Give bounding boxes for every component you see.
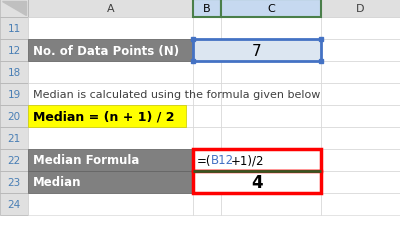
Bar — [193, 106, 221, 128]
Text: +1)/2: +1)/2 — [231, 154, 264, 167]
Bar — [193, 40, 321, 62]
Bar — [28, 128, 193, 149]
Bar — [221, 40, 321, 62]
Bar — [191, 38, 195, 42]
Bar — [221, 106, 321, 128]
Bar — [193, 0, 221, 18]
Bar — [221, 193, 321, 215]
Text: =(: =( — [197, 154, 212, 167]
Bar — [28, 40, 193, 62]
Bar — [0, 40, 28, 62]
Bar — [193, 193, 221, 215]
Bar — [28, 171, 193, 193]
Bar — [321, 106, 400, 128]
Text: 24: 24 — [7, 199, 21, 209]
Bar — [221, 0, 321, 18]
Bar — [0, 193, 28, 215]
Text: No. of Data Points (N): No. of Data Points (N) — [33, 44, 179, 57]
Bar — [28, 149, 193, 171]
Bar — [319, 38, 323, 42]
Bar — [321, 18, 400, 40]
Bar — [193, 40, 221, 62]
Text: 4: 4 — [251, 173, 263, 191]
Bar — [28, 193, 193, 215]
Text: Median Formula: Median Formula — [33, 154, 139, 167]
Bar — [0, 106, 28, 128]
Bar — [193, 149, 221, 171]
Text: C: C — [267, 4, 275, 14]
Bar — [319, 60, 323, 64]
Text: 23: 23 — [7, 177, 21, 187]
Bar — [191, 60, 195, 64]
Bar — [28, 171, 193, 193]
Text: B: B — [203, 4, 211, 14]
Text: A: A — [107, 4, 114, 14]
Bar — [28, 0, 193, 18]
Text: 18: 18 — [7, 68, 21, 78]
Text: B12: B12 — [211, 154, 234, 167]
Bar — [28, 62, 193, 84]
Text: 20: 20 — [8, 112, 20, 122]
Bar — [193, 84, 221, 106]
Bar — [28, 149, 193, 171]
Bar — [28, 18, 193, 40]
Bar — [28, 40, 193, 62]
Text: 12: 12 — [7, 46, 21, 56]
Bar — [321, 149, 400, 171]
Bar — [221, 149, 321, 171]
Bar — [0, 62, 28, 84]
Text: D: D — [356, 4, 365, 14]
Bar — [221, 171, 321, 193]
Bar — [321, 62, 400, 84]
Bar — [321, 0, 400, 18]
Bar — [321, 171, 400, 193]
Bar — [193, 62, 221, 84]
Bar — [28, 106, 186, 128]
Bar — [221, 18, 321, 40]
Bar — [0, 149, 28, 171]
Bar — [0, 171, 28, 193]
Bar — [321, 40, 400, 62]
Bar — [221, 84, 321, 106]
Text: Median: Median — [33, 176, 82, 189]
Bar — [28, 106, 193, 128]
Bar — [221, 62, 321, 84]
Text: 19: 19 — [7, 90, 21, 100]
Bar — [193, 171, 321, 193]
Bar — [321, 128, 400, 149]
Bar — [28, 84, 193, 106]
Bar — [193, 149, 321, 171]
Text: 22: 22 — [7, 155, 21, 165]
Bar — [193, 128, 221, 149]
Bar — [0, 0, 28, 18]
Bar — [0, 84, 28, 106]
Text: Median is calculated using the formula given below: Median is calculated using the formula g… — [33, 90, 320, 100]
Bar — [0, 18, 28, 40]
Bar — [321, 84, 400, 106]
Bar — [221, 128, 321, 149]
Text: Median = (n + 1) / 2: Median = (n + 1) / 2 — [33, 110, 174, 123]
Text: 7: 7 — [252, 43, 262, 58]
Bar — [193, 171, 221, 193]
Bar — [193, 18, 221, 40]
Bar — [321, 193, 400, 215]
Text: 21: 21 — [7, 134, 21, 143]
Polygon shape — [2, 2, 26, 16]
Bar — [0, 128, 28, 149]
Text: 11: 11 — [7, 24, 21, 34]
